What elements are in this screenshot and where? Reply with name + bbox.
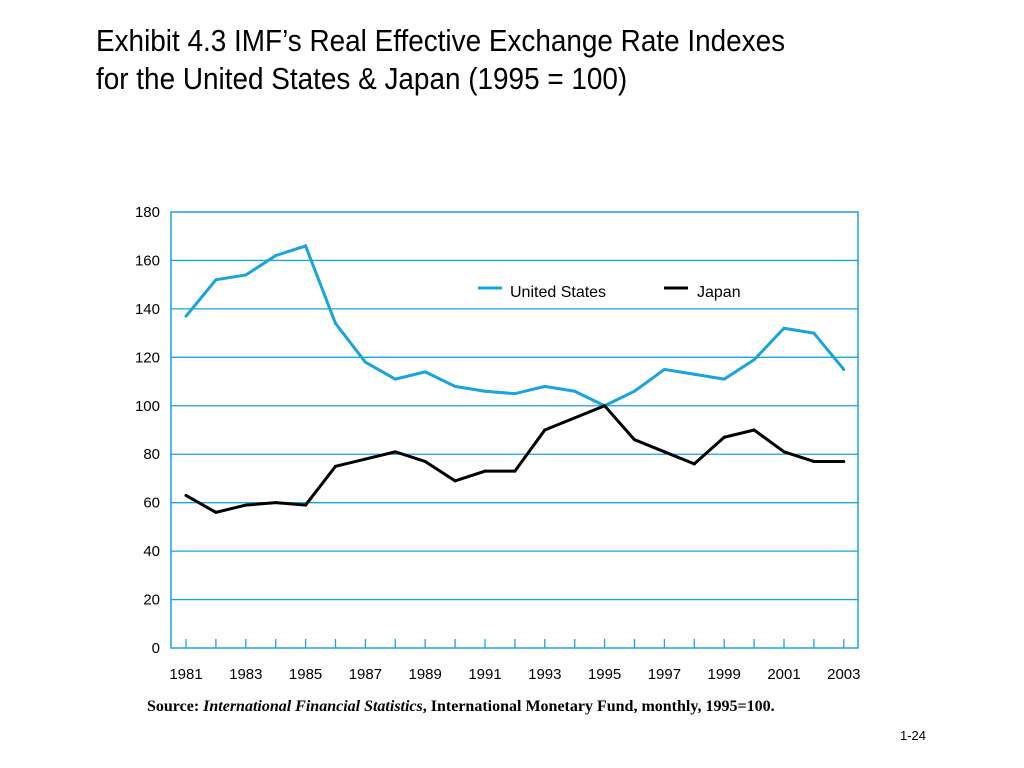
data-point-united-states [782, 326, 786, 330]
y-tick-label: 160 [135, 252, 160, 269]
x-tick-label: 1999 [708, 666, 741, 683]
data-point-united-states [393, 377, 397, 381]
data-point-united-states [842, 367, 846, 371]
source-detail: , International Monetary Fund, monthly, … [422, 698, 775, 715]
y-tick-label: 0 [152, 640, 160, 657]
data-point-united-states [573, 389, 577, 393]
data-point-japan [752, 428, 756, 432]
data-point-united-states [304, 244, 308, 248]
data-point-united-states [334, 321, 337, 325]
data-point-japan [603, 404, 607, 408]
data-point-united-states [543, 384, 547, 388]
data-point-japan [782, 450, 786, 454]
x-tick-label: 1985 [289, 666, 322, 683]
data-point-united-states [752, 358, 756, 362]
title-line-1: Exhibit 4.3 IMF’s Real Effective Exchang… [96, 23, 786, 58]
legend-label-united-states: United States [510, 284, 606, 301]
plot-frame [170, 211, 859, 649]
y-tick-label: 100 [135, 398, 160, 415]
data-point-japan [483, 469, 487, 473]
data-point-united-states [662, 367, 666, 371]
data-point-japan [244, 503, 248, 507]
y-tick-label: 80 [143, 446, 160, 463]
data-point-united-states [692, 372, 696, 376]
data-point-japan [393, 450, 397, 454]
data-point-united-states [513, 392, 517, 396]
source-note: Source: International Financial Statisti… [147, 698, 947, 716]
data-point-united-states [214, 278, 218, 282]
y-axis-tick-labels: 0 20 40 60 80 100 120 140 160 180 [135, 204, 160, 657]
slide-title: Exhibit 4.3 IMF’s Real Effective Exchang… [96, 22, 888, 98]
data-point-japan [334, 464, 337, 468]
data-point-japan [662, 450, 666, 454]
x-tick-label: 1995 [588, 666, 621, 683]
series-line-japan [185, 403, 844, 514]
y-tick-label: 60 [143, 495, 160, 512]
data-point-japan [722, 435, 726, 439]
data-point-united-states [363, 360, 367, 364]
data-point-united-states [184, 314, 188, 318]
data-point-japan [692, 462, 696, 466]
x-tick-label: 1993 [528, 666, 561, 683]
chart-legend: United States Japan [478, 284, 741, 301]
data-series [184, 244, 846, 514]
data-point-united-states [244, 273, 248, 277]
x-tick-label: 1981 [169, 666, 202, 683]
title-line-2: for the United States & Japan (1995 = 10… [96, 61, 628, 96]
data-point-united-states [483, 389, 487, 393]
data-point-united-states [633, 389, 636, 393]
source-publication: International Financial Statistics [203, 698, 423, 715]
data-point-japan [812, 459, 816, 463]
data-point-japan [453, 479, 457, 483]
source-label: Source: [147, 698, 204, 715]
y-tick-label: 20 [143, 592, 160, 609]
data-point-japan [184, 493, 188, 497]
data-point-united-states [423, 370, 427, 374]
y-tick-label: 120 [135, 349, 160, 366]
x-axis-tick-labels: 1981 1983 1985 1987 1989 1991 1993 1995 1997 1999… [169, 666, 860, 683]
data-point-united-states [274, 254, 278, 258]
data-point-united-states [453, 384, 457, 388]
x-tick-label: 1997 [648, 666, 681, 683]
x-tick-label: 1989 [409, 666, 442, 683]
y-tick-label: 40 [143, 543, 160, 560]
series-line-united-states [184, 244, 845, 408]
grid-lines [171, 259, 858, 601]
data-point-japan [573, 416, 577, 420]
data-point-japan [543, 428, 547, 432]
data-point-japan [423, 459, 427, 463]
data-point-japan [513, 469, 517, 473]
y-tick-label: 140 [135, 301, 160, 318]
data-point-japan [214, 510, 218, 514]
data-point-japan [363, 457, 367, 461]
data-point-japan [274, 501, 278, 505]
y-tick-label: 180 [135, 204, 160, 221]
data-point-japan [842, 459, 846, 463]
x-tick-label: 1991 [468, 666, 501, 683]
slide-number: 1-24 [900, 728, 927, 743]
data-point-japan [304, 503, 308, 507]
x-tick-label: 2001 [767, 666, 800, 683]
data-point-united-states [722, 377, 726, 381]
legend-label-japan: Japan [697, 284, 741, 301]
x-tick-label: 1983 [229, 666, 262, 683]
x-tick-label: 1987 [349, 666, 382, 683]
data-point-japan [633, 438, 636, 442]
x-tick-label: 2003 [827, 666, 860, 683]
data-point-united-states [812, 331, 816, 335]
